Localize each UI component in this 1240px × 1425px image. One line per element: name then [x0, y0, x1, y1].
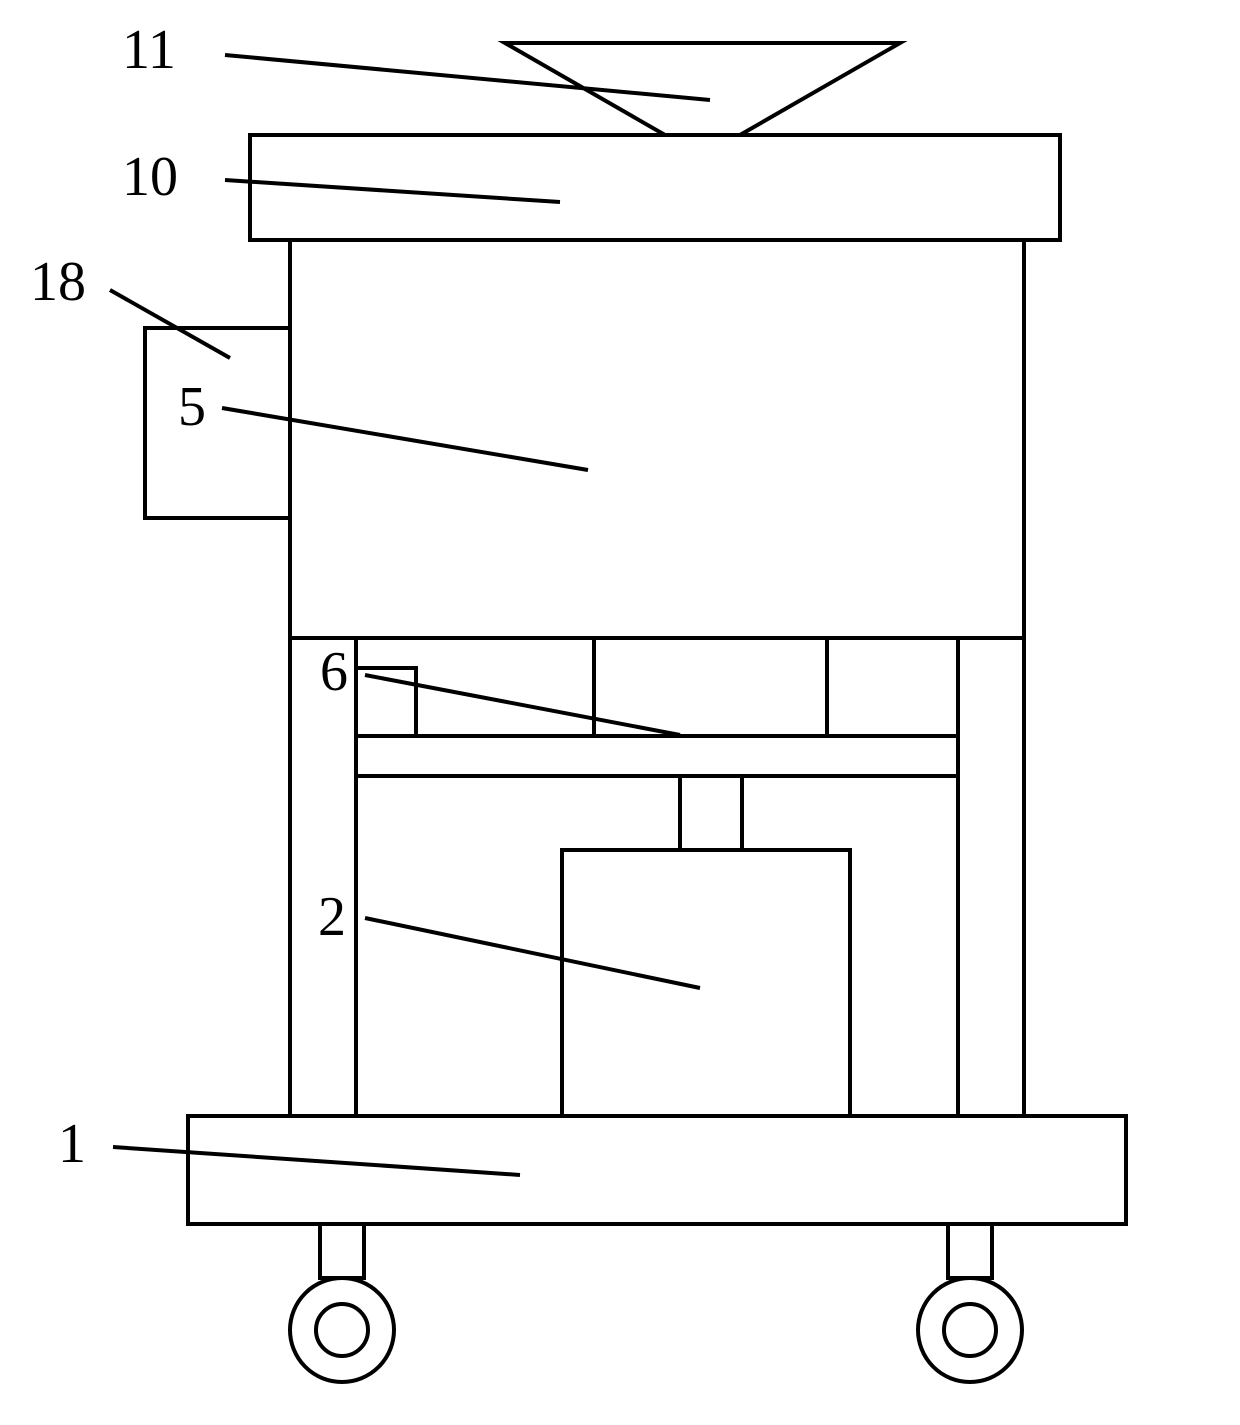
part-wheel-left-stub: [320, 1224, 364, 1278]
label-1: 1: [58, 1112, 86, 1176]
label-18: 18: [30, 250, 86, 314]
leader-line-5: [365, 918, 700, 988]
leader-line-4: [365, 675, 680, 735]
part-motor-2: [562, 850, 850, 1116]
part-wheel-right-inner: [944, 1304, 996, 1356]
leader-line-1: [225, 180, 560, 202]
label-10: 10: [122, 145, 178, 209]
schematic-svg: [0, 0, 1240, 1425]
part-column-left: [290, 638, 356, 1116]
leader-line-3: [222, 408, 588, 470]
label-5: 5: [178, 375, 206, 439]
label-6: 6: [320, 640, 348, 704]
label-2: 2: [318, 885, 346, 949]
leader-line-0: [225, 55, 710, 100]
leader-line-2: [110, 290, 230, 358]
part-wheel-left-inner: [316, 1304, 368, 1356]
part-column-right: [958, 638, 1024, 1116]
part-box-18: [145, 328, 290, 518]
part-crossbar: [356, 736, 958, 776]
part-wheel-right-stub: [948, 1224, 992, 1278]
part-box-6: [594, 638, 827, 736]
part-wheel-left-outer: [290, 1278, 394, 1382]
part-funnel-11: [505, 43, 900, 135]
part-base-1: [188, 1116, 1126, 1224]
part-box-10: [250, 135, 1060, 240]
part-stem: [680, 776, 742, 850]
part-wheel-right-outer: [918, 1278, 1022, 1382]
label-11: 11: [122, 18, 176, 82]
leader-line-6: [113, 1147, 520, 1175]
